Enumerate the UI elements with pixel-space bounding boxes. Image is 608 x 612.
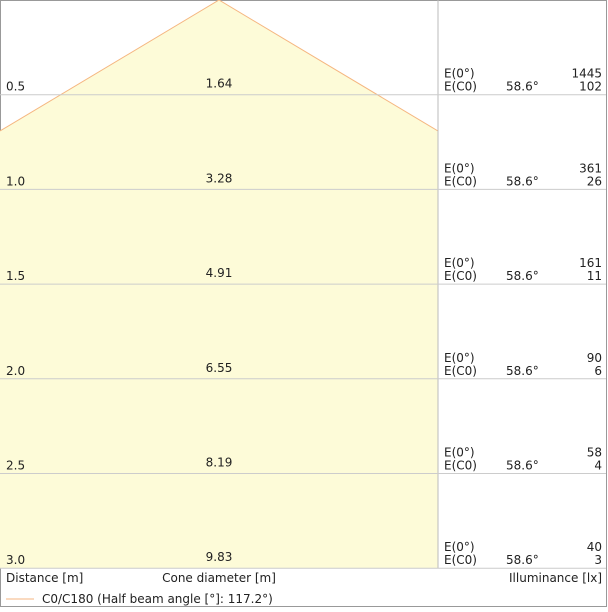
legend-text: C0/C180 (Half beam angle [°]: 117.2°)	[42, 592, 273, 606]
e0-label: E(0°)	[444, 256, 475, 270]
footer-illuminance: Illuminance [lx]	[509, 571, 602, 585]
ec0-label: E(C0)	[444, 553, 477, 567]
footer-diameter: Cone diameter [m]	[162, 571, 276, 585]
ec0-label: E(C0)	[444, 459, 477, 473]
diameter: 3.28	[206, 171, 233, 185]
angle: 58.6°	[506, 174, 539, 188]
angle: 58.6°	[506, 269, 539, 283]
ec0-value: 11	[587, 269, 602, 283]
e0-label: E(0°)	[444, 351, 475, 365]
diameter: 4.91	[206, 266, 233, 280]
distance: 1.5	[6, 269, 25, 283]
ec0-value: 6	[594, 364, 602, 378]
distance: 0.5	[6, 80, 25, 94]
e0-label: E(0°)	[444, 540, 475, 554]
angle: 58.6°	[506, 80, 539, 94]
e0-label: E(0°)	[444, 446, 475, 460]
ec0-value: 26	[587, 174, 602, 188]
angle: 58.6°	[506, 364, 539, 378]
diameter: 1.64	[206, 77, 233, 91]
angle: 58.6°	[506, 459, 539, 473]
e0-value: 161	[579, 256, 602, 270]
ec0-value: 3	[594, 553, 602, 567]
distance: 3.0	[6, 553, 25, 567]
distance: 2.5	[6, 459, 25, 473]
diameter: 6.55	[206, 361, 233, 375]
distance: 2.0	[6, 364, 25, 378]
distance: 1.0	[6, 174, 25, 188]
angle: 58.6°	[506, 553, 539, 567]
ec0-label: E(C0)	[444, 364, 477, 378]
ec0-label: E(C0)	[444, 269, 477, 283]
e0-value: 1445	[571, 67, 602, 81]
e0-value: 361	[579, 161, 602, 175]
e0-value: 58	[587, 446, 602, 460]
e0-value: 90	[587, 351, 602, 365]
ec0-value: 102	[579, 80, 602, 94]
ec0-value: 4	[594, 459, 602, 473]
e0-label: E(0°)	[444, 67, 475, 81]
ec0-label: E(C0)	[444, 80, 477, 94]
e0-value: 40	[587, 540, 602, 554]
diameter: 9.83	[206, 550, 233, 564]
footer-distance: Distance [m]	[6, 571, 83, 585]
ec0-label: E(C0)	[444, 174, 477, 188]
e0-label: E(0°)	[444, 161, 475, 175]
diameter: 8.19	[206, 456, 233, 470]
cone-outline	[0, 0, 439, 132]
